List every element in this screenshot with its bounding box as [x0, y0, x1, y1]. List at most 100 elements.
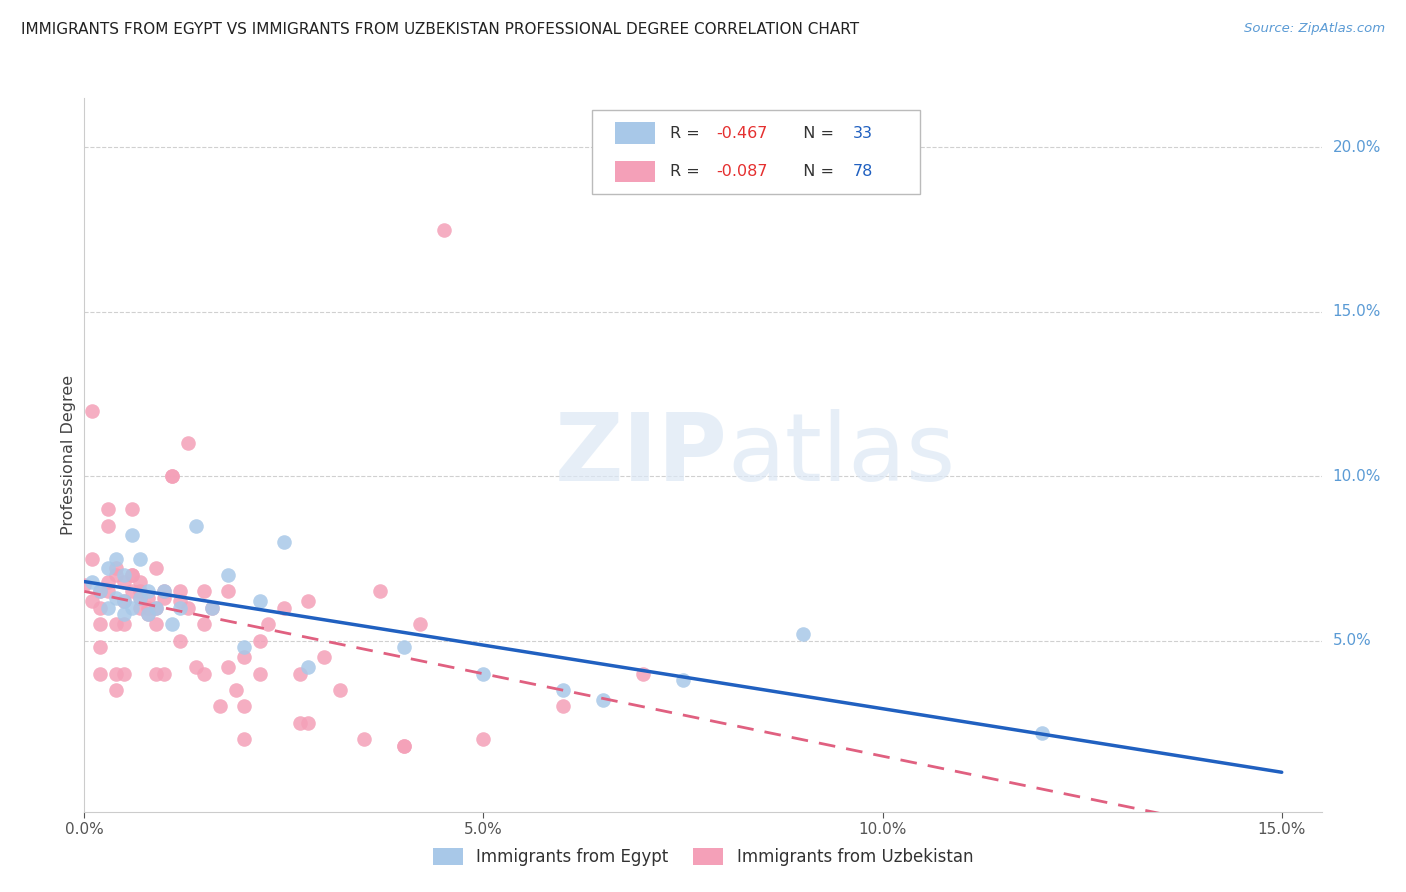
Point — [89, 666, 111, 681]
Point — [105, 617, 128, 632]
FancyBboxPatch shape — [616, 122, 655, 144]
Point — [145, 561, 167, 575]
Text: Source: ZipAtlas.com: Source: ZipAtlas.com — [1244, 22, 1385, 36]
Point — [121, 600, 143, 615]
Point — [129, 591, 152, 605]
Point — [82, 594, 104, 608]
Point — [105, 561, 128, 575]
Point — [233, 640, 256, 655]
Point — [408, 617, 430, 632]
Point — [169, 633, 191, 648]
Point — [297, 660, 319, 674]
FancyBboxPatch shape — [616, 161, 655, 182]
Point — [297, 594, 319, 608]
Point — [97, 561, 120, 575]
Point — [145, 600, 167, 615]
Point — [97, 574, 120, 589]
Point — [553, 683, 575, 698]
Point — [145, 617, 167, 632]
Point — [201, 600, 224, 615]
Point — [353, 732, 375, 747]
Point — [392, 739, 415, 753]
Point — [89, 600, 111, 615]
Text: 78: 78 — [852, 164, 873, 179]
Point — [136, 600, 159, 615]
Point — [82, 403, 104, 417]
Point — [169, 594, 191, 608]
Point — [129, 600, 152, 615]
Point — [105, 568, 128, 582]
Point — [217, 584, 239, 599]
Point — [201, 600, 224, 615]
Text: 10.0%: 10.0% — [1333, 469, 1381, 483]
Point — [112, 594, 135, 608]
Point — [273, 600, 295, 615]
Point — [89, 584, 111, 599]
Point — [121, 584, 143, 599]
Point — [136, 607, 159, 622]
Point — [129, 591, 152, 605]
Point — [121, 528, 143, 542]
Point — [217, 568, 239, 582]
Point — [631, 666, 654, 681]
Text: 20.0%: 20.0% — [1333, 140, 1381, 155]
Point — [105, 591, 128, 605]
Point — [153, 591, 176, 605]
Text: N =: N = — [793, 164, 839, 179]
Point — [184, 518, 207, 533]
Point — [112, 607, 135, 622]
Text: atlas: atlas — [728, 409, 956, 501]
Point — [225, 683, 247, 698]
Point — [129, 551, 152, 566]
Point — [112, 568, 135, 582]
Point — [592, 693, 614, 707]
Point — [233, 699, 256, 714]
Point — [249, 666, 271, 681]
Point — [153, 666, 176, 681]
Point — [672, 673, 695, 688]
Point — [160, 617, 183, 632]
Point — [169, 600, 191, 615]
Point — [392, 739, 415, 753]
Point — [136, 607, 159, 622]
Point — [288, 666, 311, 681]
Point — [89, 584, 111, 599]
Point — [105, 551, 128, 566]
Point — [160, 469, 183, 483]
Point — [472, 666, 495, 681]
Text: R =: R = — [669, 126, 704, 141]
Point — [217, 660, 239, 674]
Point — [73, 578, 96, 592]
FancyBboxPatch shape — [592, 111, 920, 194]
Point — [368, 584, 391, 599]
Point — [297, 715, 319, 730]
Text: -0.467: -0.467 — [717, 126, 768, 141]
Point — [288, 715, 311, 730]
Point — [97, 600, 120, 615]
Point — [136, 591, 159, 605]
Point — [392, 640, 415, 655]
Point — [89, 617, 111, 632]
Point — [233, 650, 256, 665]
Point — [82, 574, 104, 589]
Point — [89, 640, 111, 655]
Point — [177, 600, 200, 615]
Point — [329, 683, 352, 698]
Point — [177, 436, 200, 450]
Point — [249, 633, 271, 648]
Point — [112, 666, 135, 681]
Point — [153, 584, 176, 599]
Point — [121, 568, 143, 582]
Point — [193, 666, 215, 681]
Point — [105, 683, 128, 698]
Point — [257, 617, 280, 632]
Point — [97, 502, 120, 516]
Point — [169, 584, 191, 599]
Point — [145, 666, 167, 681]
Point — [273, 535, 295, 549]
Text: R =: R = — [669, 164, 704, 179]
Text: 5.0%: 5.0% — [1333, 633, 1371, 648]
Point — [129, 574, 152, 589]
Point — [82, 551, 104, 566]
Point — [193, 584, 215, 599]
